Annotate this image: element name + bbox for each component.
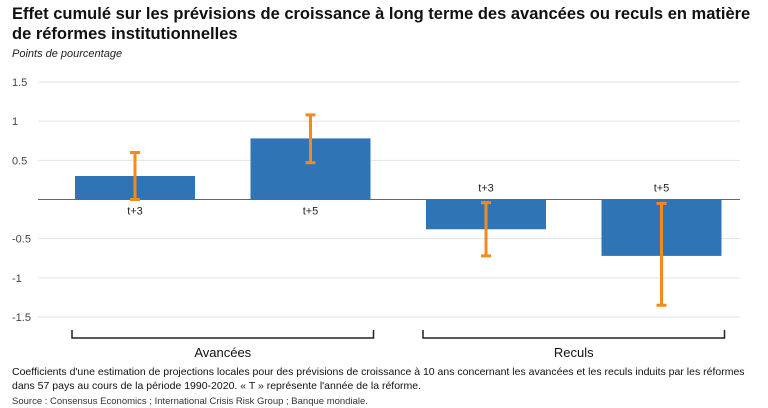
category-label: t+3: [478, 183, 494, 195]
y-tick-label: -1: [12, 273, 22, 285]
category-label: t+3: [127, 206, 143, 218]
y-axis-unit-label: Points de pourcentage: [12, 48, 123, 60]
group-label: Avancées: [194, 345, 251, 360]
y-tick-label: 1: [12, 116, 18, 128]
chart-source: Source : Consensus Economics ; Internati…: [12, 396, 368, 407]
group-bracket: [71, 330, 375, 339]
y-tick-label: 0.5: [12, 155, 27, 167]
y-tick-label: -1.5: [12, 312, 31, 324]
group-bracket: [422, 330, 726, 339]
category-label: t+5: [303, 206, 319, 218]
bar-chart: 1.5 1 0.5 -0.5 -1 -1.5 t+3 t+5 t+3 t+5 Avancées Rec…: [12, 77, 740, 360]
y-tick-label: -0.5: [12, 234, 31, 246]
category-label: t+5: [654, 183, 670, 195]
chart-title: Effet cumulé sur les prévisions de crois…: [12, 5, 751, 43]
chart-note: Coefficients d'une estimation de project…: [12, 366, 745, 392]
y-tick-label: 1.5: [12, 77, 27, 89]
group-label: Reculs: [554, 345, 594, 360]
